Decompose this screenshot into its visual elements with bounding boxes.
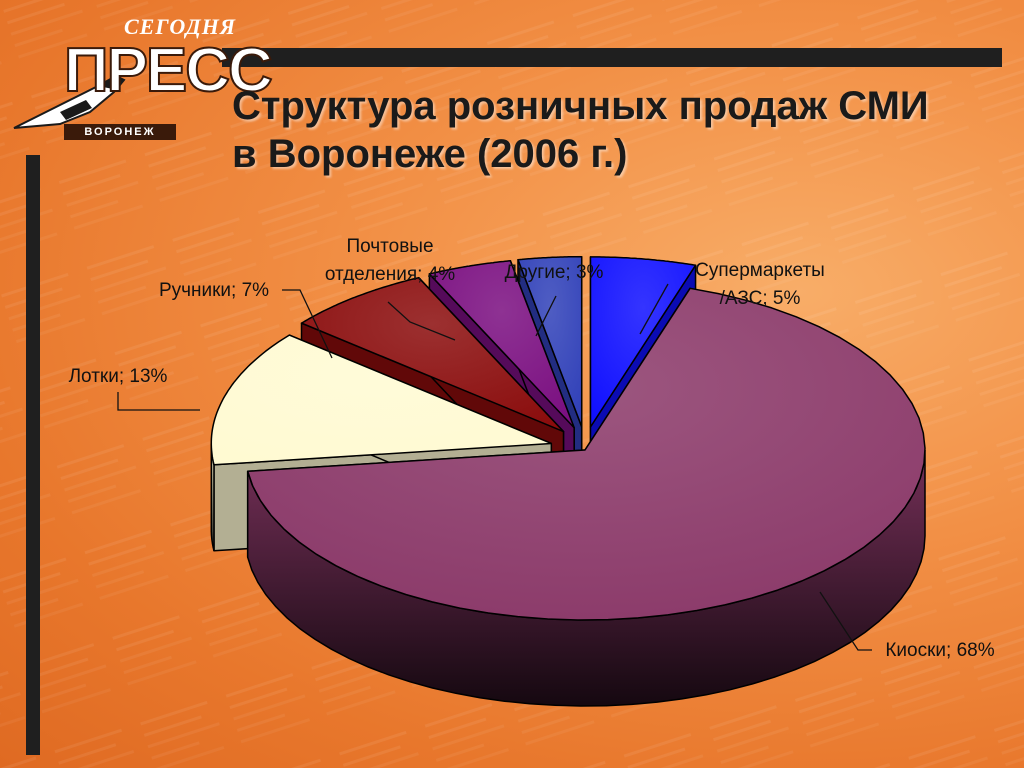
label-почтовые-отделения: Почтовые отделения; 4% [325,236,456,341]
left-bar [26,155,40,755]
label-text-киоски: Киоски; 68% [885,640,994,661]
slide-title: Структура розничных продаж СМИ в Воронеж… [232,82,992,178]
leader-line-лотки [117,392,200,411]
pie-chart [210,255,926,707]
label-другие: Другие; 3% [505,262,604,337]
label-text-супермаркеты-азс: /АЗС; 5% [720,288,801,309]
slice-киоски [246,287,926,707]
top-bar [222,48,1002,67]
pie-labels: Супермаркеты/АЗС; 5% Киоски; 68% Лотки; 13… [69,236,995,661]
label-text-супермаркеты-азс: Супермаркеты [695,260,825,281]
label-лотки: Лотки; 13% [69,366,200,411]
leader-line-супермаркеты-азс [639,283,669,335]
label-text-ручники: Ручники; 7% [159,280,269,301]
label-супермаркеты-азс: Супермаркеты/АЗС; 5% [639,260,825,335]
magpie-logo-icon [13,74,126,129]
leader-line-другие [535,295,557,337]
label-text-лотки: Лотки; 13% [69,366,168,387]
label-киоски: Киоски; 68% [819,591,995,661]
leader-line-почтовые-отделения [387,301,456,341]
logo-top-text: СЕГОДНЯ [124,14,236,39]
label-text-почтовые-отделения: отделения; 4% [325,264,455,285]
label-ручники: Ручники; 7% [159,280,333,359]
slide-title-line1: Структура розничных продаж СМИ [232,84,929,128]
label-text-другие: Другие; 3% [505,262,604,283]
leader-line-ручники [282,289,333,359]
logo-sub-text: ВОРОНЕЖ [64,124,176,140]
leader-line-киоски [819,591,872,651]
logo-main-text: ПРЕСС [63,36,274,105]
label-text-почтовые-отделения: Почтовые [346,236,433,257]
slide-title-line2: в Воронеже (2006 г.) [232,132,628,176]
